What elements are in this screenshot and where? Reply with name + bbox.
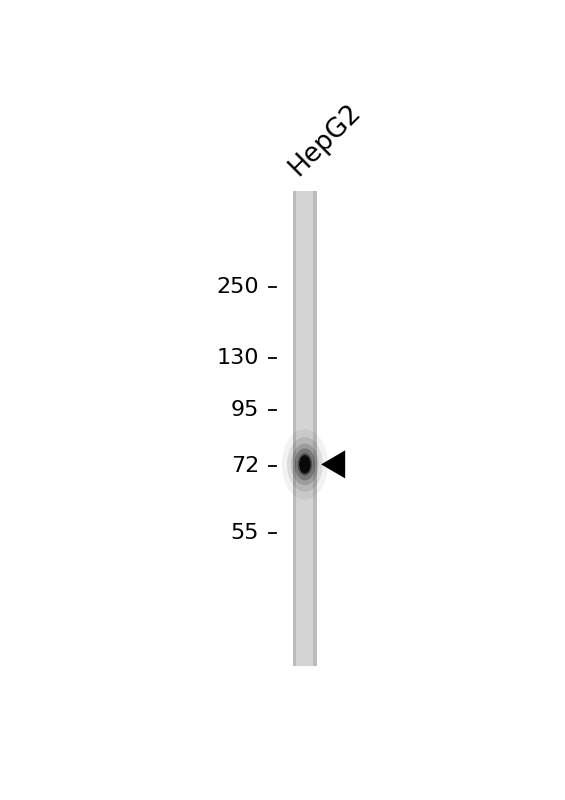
Ellipse shape — [300, 457, 310, 471]
Ellipse shape — [287, 437, 323, 491]
Ellipse shape — [299, 455, 311, 474]
Text: 250: 250 — [216, 277, 259, 297]
Bar — [293, 191, 297, 666]
Ellipse shape — [282, 429, 328, 500]
Bar — [314, 191, 317, 666]
Text: HepG2: HepG2 — [284, 99, 367, 181]
Bar — [293, 191, 297, 666]
Ellipse shape — [298, 453, 312, 475]
Bar — [293, 191, 297, 666]
Bar — [314, 191, 317, 666]
Text: 95: 95 — [231, 400, 259, 420]
Ellipse shape — [294, 448, 315, 480]
Polygon shape — [321, 450, 345, 478]
Bar — [314, 191, 317, 666]
Text: 130: 130 — [216, 348, 259, 368]
Text: 55: 55 — [231, 523, 259, 543]
Ellipse shape — [291, 443, 319, 485]
Bar — [293, 191, 317, 666]
Text: 72: 72 — [231, 456, 259, 475]
